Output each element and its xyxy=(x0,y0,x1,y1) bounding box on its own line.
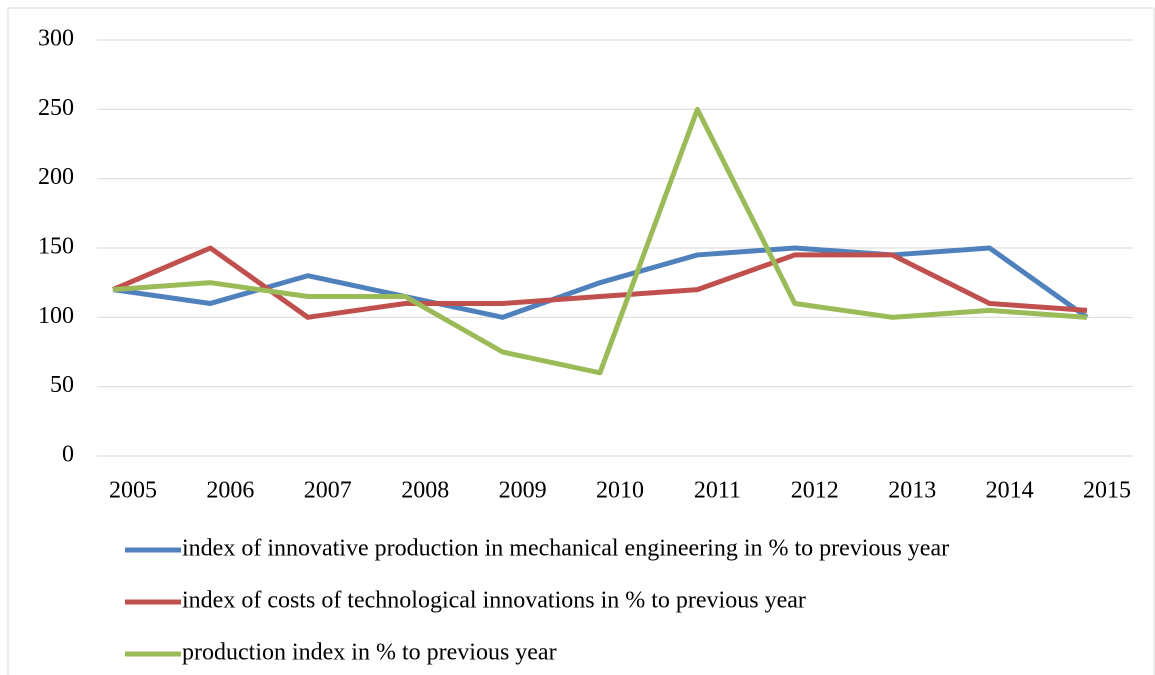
x-tick-label: 2007 xyxy=(304,478,352,504)
legend-label: production index in % to previous year xyxy=(182,640,557,666)
x-tick-label: 2011 xyxy=(694,478,741,504)
x-tick-label: 2013 xyxy=(888,478,936,504)
chart-frame xyxy=(7,7,1155,675)
y-tick-label: 250 xyxy=(38,95,74,121)
x-tick-label: 2005 xyxy=(109,478,157,504)
x-tick-label: 2010 xyxy=(596,478,644,504)
y-tick-label: 100 xyxy=(38,303,74,329)
x-tick-label: 2008 xyxy=(401,478,449,504)
data-line xyxy=(112,245,1089,320)
legend-label: index of innovative production in mechan… xyxy=(182,536,949,562)
y-tick-label: 150 xyxy=(38,234,74,260)
data-line xyxy=(112,106,1088,376)
y-tick-label: 50 xyxy=(50,372,74,398)
y-tick-label: 0 xyxy=(62,442,74,468)
x-tick-label: 2006 xyxy=(206,478,254,504)
x-tick-label: 2014 xyxy=(986,478,1034,504)
x-tick-label: 2009 xyxy=(499,478,547,504)
x-tick-label: 2015 xyxy=(1083,478,1131,504)
y-tick-label: 300 xyxy=(38,26,74,52)
y-tick-label: 200 xyxy=(38,164,74,190)
x-tick-label: 2012 xyxy=(791,478,839,504)
legend-label: index of costs of technological innovati… xyxy=(182,588,806,614)
